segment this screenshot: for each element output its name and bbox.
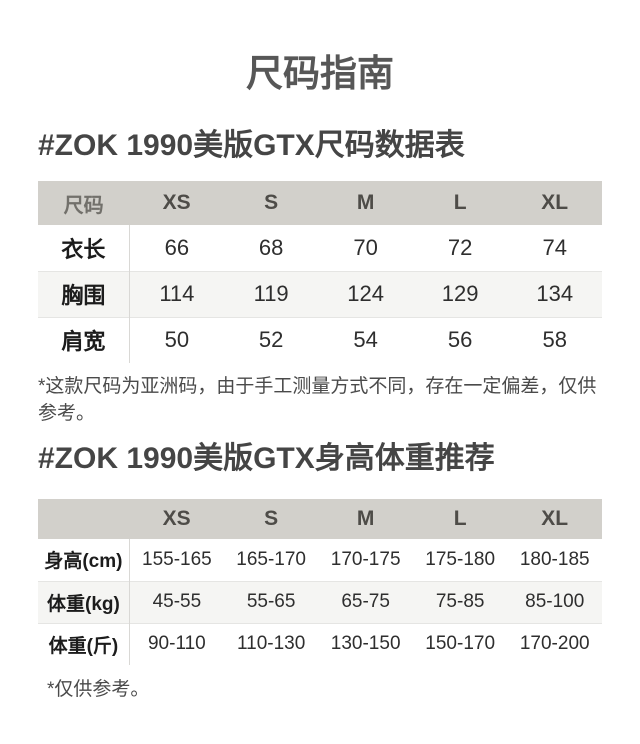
page-title: 尺码指南 [246,53,394,94]
table-row: 体重(斤) 90-110 110-130 130-150 150-170 170-200 [38,623,602,665]
value-cell: 155-165 [142,548,212,570]
table-corner-header-cell [38,499,130,539]
value-cell: 175-180 [425,548,496,570]
value-cell: 52 [258,327,284,353]
table-corner-header-cell: 尺码 [38,181,130,225]
size-column-header: L [412,181,508,225]
value-cell: 75-85 [435,591,485,612]
height-weight-section: #ZOK 1990美版GTX身高体重推荐 XS S M L XL 身高(cm) 155-1… [38,439,602,700]
size-guide-panel: 尺码指南 #ZOK 1990美版GTX尺码数据表 尺码 XS S M L XL 衣长 66 6… [38,53,602,700]
row-label-cell: 肩宽 [38,317,130,363]
value-cell: 165-170 [236,548,306,570]
value-cell: 54 [353,327,378,353]
size-column-header: L [412,499,508,539]
row-label-cell: 身高(cm) [38,539,130,581]
section1-heading: #ZOK 1990美版GTX尺码数据表 [38,129,465,162]
size-data-section: #ZOK 1990美版GTX尺码数据表 尺码 XS S M L XL 衣长 66 68 70 72… [38,126,602,427]
value-cell: 130-150 [330,633,401,655]
row-label-cell: 衣长 [38,225,130,271]
row-label-cell: 体重(kg) [38,581,130,623]
section2-heading: #ZOK 1990美版GTX身高体重推荐 [38,442,495,475]
table-row: 体重(kg) 45-55 55-65 65-75 75-85 85-100 [38,581,602,623]
size-column-header: XL [507,499,602,539]
value-cell: 129 [441,281,479,306]
value-cell: 180-185 [519,548,590,570]
value-cell: 134 [536,281,574,306]
size-data-table: 尺码 XS S M L XL 衣长 66 68 70 72 74 胸围 114 119 124 129 134 肩… [38,181,602,363]
size-column-header: M [318,181,413,225]
value-cell: 58 [542,327,567,353]
value-cell: 55-65 [246,591,296,612]
size-column-header: S [223,181,319,225]
size-column-header: XL [507,181,602,225]
value-cell: 56 [447,327,473,353]
value-cell: 70 [353,234,378,260]
row-label-cell: 体重(斤) [38,623,130,665]
table-row: 胸围 114 119 124 129 134 [38,271,602,317]
value-cell: 72 [447,234,473,260]
value-cell: 90-110 [147,633,206,655]
table-row: 身高(cm) 155-165 165-170 170-175 175-180 180-18… [38,539,602,581]
section2-footnote: *仅供参考。 [47,679,150,700]
value-cell: 114 [159,281,195,306]
value-cell: 45-55 [152,591,202,612]
table-row: 衣长 66 68 70 72 74 [38,225,602,271]
size-column-header: XS [129,499,224,539]
size-column-header: S [223,499,319,539]
table-header-row: XS S M L XL [38,499,602,539]
value-cell: 65-75 [341,591,390,612]
value-cell: 110-130 [236,633,306,655]
height-weight-table: XS S M L XL 身高(cm) 155-165 165-170 170-175 175-1… [38,499,602,665]
size-column-header: XS [129,181,224,225]
value-cell: 66 [164,234,190,260]
table-row: 肩宽 50 52 54 56 58 [38,317,602,363]
value-cell: 150-170 [425,633,496,655]
size-column-header: M [318,499,413,539]
table-header-row: 尺码 XS S M L XL [38,181,602,225]
value-cell: 85-100 [525,591,585,612]
section1-footnote: *这款尺码为亚洲码，由于手工测量方式不同，存在一定偏差，仅供参考。 [38,376,597,424]
value-cell: 124 [347,281,384,306]
value-cell: 68 [258,234,284,260]
row-label-cell: 胸围 [38,271,130,317]
value-cell: 170-175 [330,548,401,570]
value-cell: 74 [542,234,567,260]
value-cell: 170-200 [519,633,590,655]
value-cell: 119 [253,281,289,306]
value-cell: 50 [164,327,190,353]
